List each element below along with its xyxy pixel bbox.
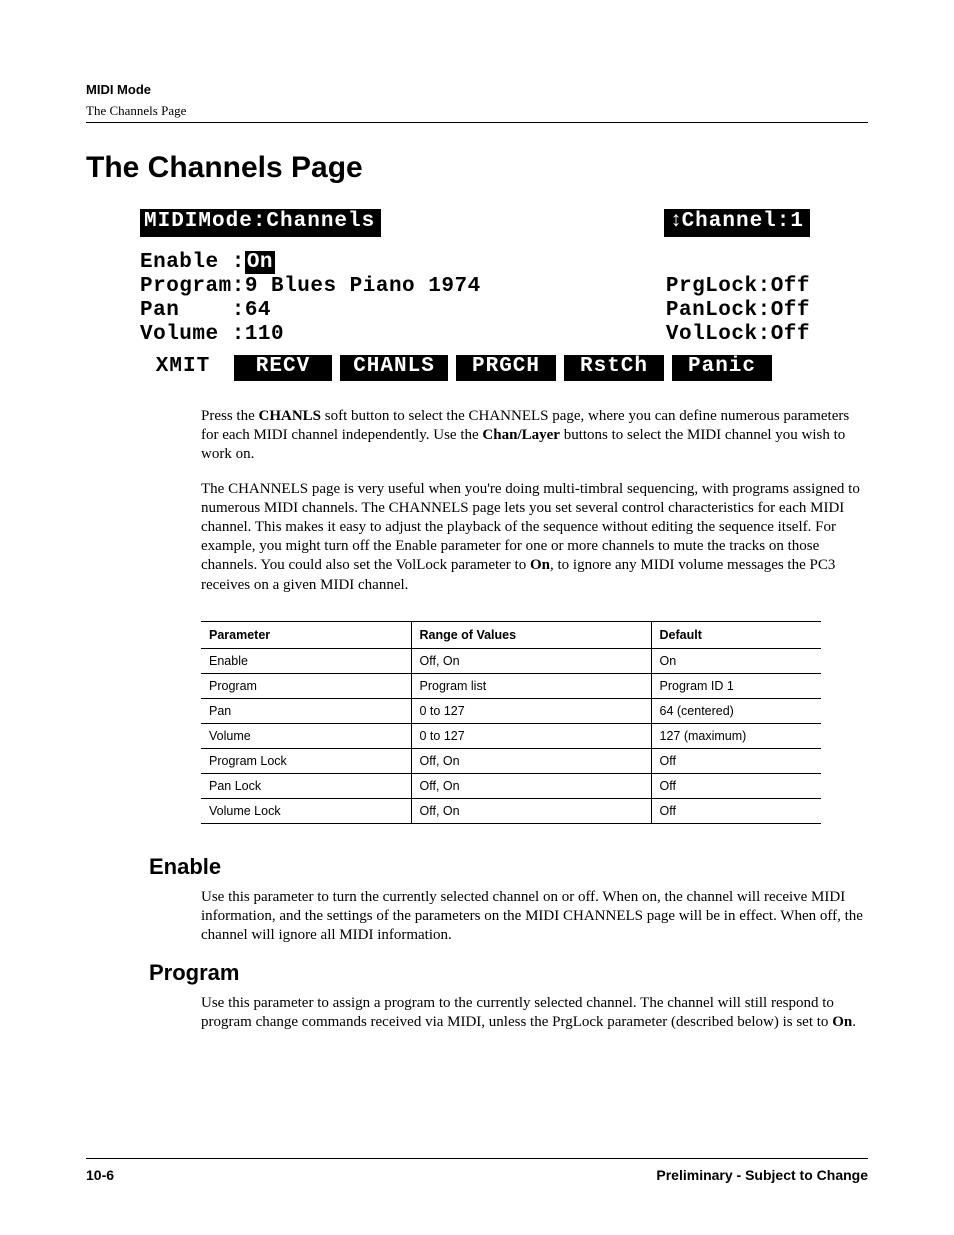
- updown-icon: ↕: [670, 210, 682, 233]
- program-paragraph: Use this parameter to assign a program t…: [201, 994, 868, 1032]
- lcd-param-right: PanLock:Off: [666, 299, 810, 323]
- lcd-line: Program:9 Blues Piano 1974 PrgLock:Off: [140, 275, 810, 299]
- table-row: ProgramProgram listProgram ID 1: [201, 673, 821, 698]
- table-cell: Program list: [411, 673, 651, 698]
- lcd-param-right: VolLock:Off: [666, 323, 810, 347]
- lcd-param-value: On: [245, 251, 275, 274]
- section-heading-program: Program: [149, 960, 868, 986]
- table-cell: On: [651, 648, 821, 673]
- table-cell: Enable: [201, 648, 411, 673]
- table-cell: Volume: [201, 723, 411, 748]
- lcd-param-label: Program:: [140, 275, 245, 298]
- lcd-param: Pan :64: [140, 299, 271, 323]
- bold-text: Chan/Layer: [482, 427, 560, 443]
- table-cell: Off: [651, 798, 821, 823]
- footer-rule: [86, 1158, 868, 1159]
- softbutton-recv: RECV: [234, 355, 332, 381]
- page-number: 10-6: [86, 1167, 114, 1183]
- table-cell: Off: [651, 748, 821, 773]
- lcd-param-label: Enable :: [140, 251, 245, 274]
- lcd-param-value: 110: [245, 323, 284, 346]
- softbutton-prgch: PRGCH: [456, 355, 556, 381]
- header-rule: [86, 122, 868, 123]
- lcd-line: Pan :64 PanLock:Off: [140, 299, 810, 323]
- table-row: Volume LockOff, OnOff: [201, 798, 821, 823]
- page-title: The Channels Page: [86, 151, 868, 185]
- table-row: Pan0 to 12764 (centered): [201, 698, 821, 723]
- table-cell: Off, On: [411, 648, 651, 673]
- lcd-channel-value: 1: [790, 210, 804, 233]
- lcd-line: Volume :110 VolLock:Off: [140, 323, 810, 347]
- text-run: Use this parameter to turn the currently…: [201, 889, 863, 943]
- intro-paragraph-1: Press the CHANLS soft button to select t…: [201, 407, 868, 465]
- table-cell: Program Lock: [201, 748, 411, 773]
- table-cell: Off, On: [411, 748, 651, 773]
- table-cell: 0 to 127: [411, 723, 651, 748]
- table-cell: 64 (centered): [651, 698, 821, 723]
- lcd-param-label: Pan :: [140, 299, 245, 322]
- lcd-screenshot: MIDIMode:Channels ↕Channel:1 Enable :OnP…: [140, 209, 814, 381]
- table-row: EnableOff, OnOn: [201, 648, 821, 673]
- table-cell: Volume Lock: [201, 798, 411, 823]
- table-cell: Program ID 1: [651, 673, 821, 698]
- lcd-param-right: PrgLock:Off: [666, 275, 810, 299]
- page-footer: 10-6 Preliminary - Subject to Change: [86, 1158, 868, 1183]
- table-cell: Pan: [201, 698, 411, 723]
- lcd-param-value: 9 Blues Piano 1974: [245, 275, 481, 298]
- parameters-table: ParameterRange of ValuesDefault EnableOf…: [201, 621, 821, 824]
- lcd-body: Enable :OnProgram:9 Blues Piano 1974 PrgL…: [140, 237, 810, 355]
- lcd-softbuttons: XMIT RECV CHANLS PRGCH RstCh Panic: [140, 355, 810, 381]
- header-sub: The Channels Page: [86, 103, 868, 119]
- text-run: Use this parameter to assign a program t…: [201, 995, 834, 1030]
- table-cell: 127 (maximum): [651, 723, 821, 748]
- header-chapter: MIDI Mode: [86, 82, 868, 97]
- table-row: Pan LockOff, OnOff: [201, 773, 821, 798]
- bold-text: CHANLS: [259, 408, 322, 424]
- text-run: .: [852, 1014, 856, 1030]
- intro-paragraph-2: The CHANNELS page is very useful when yo…: [201, 480, 868, 595]
- table-row: Program LockOff, OnOff: [201, 748, 821, 773]
- table-header: Range of Values: [411, 621, 651, 648]
- footer-note: Preliminary - Subject to Change: [656, 1167, 868, 1183]
- softbutton-xmit: XMIT: [140, 355, 226, 381]
- table-header: Parameter: [201, 621, 411, 648]
- bold-text: On: [832, 1014, 852, 1030]
- lcd-param: Program:9 Blues Piano 1974: [140, 275, 481, 299]
- lcd-title-left: MIDIMode:Channels: [140, 209, 381, 237]
- softbutton-panic: Panic: [672, 355, 772, 381]
- lcd-param-value: 64: [245, 299, 271, 322]
- lcd-channel-label: Channel:: [682, 210, 791, 233]
- softbutton-rstch: RstCh: [564, 355, 664, 381]
- table-cell: 0 to 127: [411, 698, 651, 723]
- lcd-line: Enable :On: [140, 251, 810, 275]
- lcd-param: Enable :On: [140, 251, 275, 275]
- bold-text: On: [530, 557, 550, 573]
- table-cell: Off, On: [411, 773, 651, 798]
- section-heading-enable: Enable: [149, 854, 868, 880]
- table-row: Volume0 to 127127 (maximum): [201, 723, 821, 748]
- lcd-titlebar: MIDIMode:Channels ↕Channel:1: [140, 209, 810, 237]
- table-cell: Program: [201, 673, 411, 698]
- table-cell: Off: [651, 773, 821, 798]
- table-cell: Off, On: [411, 798, 651, 823]
- table-header: Default: [651, 621, 821, 648]
- lcd-param-label: Volume :: [140, 323, 245, 346]
- table-cell: Pan Lock: [201, 773, 411, 798]
- lcd-param: Volume :110: [140, 323, 284, 347]
- lcd-title-right: ↕Channel:1: [664, 209, 810, 237]
- softbutton-chanls: CHANLS: [340, 355, 448, 381]
- page-header: MIDI Mode The Channels Page: [86, 82, 868, 123]
- text-run: Press the: [201, 408, 259, 424]
- enable-paragraph: Use this parameter to turn the currently…: [201, 888, 868, 946]
